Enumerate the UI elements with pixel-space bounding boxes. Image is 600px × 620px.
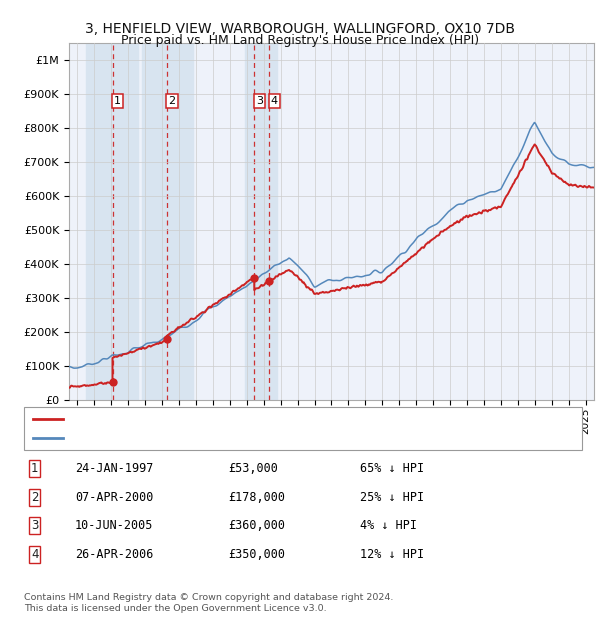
3, HENFIELD VIEW, WARBOROUGH, WALLINGFORD, OX10 7DB (detached house) [397,263,404,270]
Text: £360,000: £360,000 [228,520,285,532]
Text: 07-APR-2000: 07-APR-2000 [75,491,154,503]
Text: Contains HM Land Registry data © Crown copyright and database right 2024.
This d: Contains HM Land Registry data © Crown c… [24,593,394,613]
Text: 3: 3 [31,520,38,532]
Text: 3, HENFIELD VIEW, WARBOROUGH, WALLINGFORD, OX10 7DB: 3, HENFIELD VIEW, WARBOROUGH, WALLINGFOR… [85,22,515,36]
Text: 10-JUN-2005: 10-JUN-2005 [75,520,154,532]
Text: 2: 2 [31,491,38,503]
Text: 25% ↓ HPI: 25% ↓ HPI [360,491,424,503]
HPI: Average price, detached house, South Oxfordshire: (2.01e+03, 3.75e+05): Average price, detached house, South Oxf… [376,269,383,277]
3, HENFIELD VIEW, WARBOROUGH, WALLINGFORD, OX10 7DB (detached house) [320,289,328,296]
HPI: Average price, detached house, South Oxfordshire: (2.01e+03, 3.65e+05): Average price, detached house, South Oxf… [304,272,311,280]
3, HENFIELD VIEW, WARBOROUGH, WALLINGFORD, OX10 7DB (detached house) [531,141,538,148]
HPI: Average price, detached house, South Oxfordshire: (1.99e+03, 9.87e+04): Average price, detached house, South Oxf… [65,363,73,370]
Text: 4: 4 [271,96,278,106]
Text: £178,000: £178,000 [228,491,285,503]
Bar [142,43,193,400]
Line: 3, HENFIELD VIEW, WARBOROUGH, WALLINGFORD, OX10 7DB (detached house): 3, HENFIELD VIEW, WARBOROUGH, WALLINGFOR… [69,144,594,388]
Text: 4% ↓ HPI: 4% ↓ HPI [360,520,417,532]
3, HENFIELD VIEW, WARBOROUGH, WALLINGFORD, OX10 7DB (detached house) [66,384,73,391]
Text: £53,000: £53,000 [228,463,278,475]
Text: HPI: Average price, detached house, South Oxfordshire: HPI: Average price, detached house, Sout… [69,433,356,443]
3, HENFIELD VIEW, WARBOROUGH, WALLINGFORD, OX10 7DB (detached house) [299,278,306,286]
Text: 1: 1 [31,463,38,475]
Bar [86,43,139,400]
Bar [245,43,277,400]
Text: 12% ↓ HPI: 12% ↓ HPI [360,548,424,560]
Text: 24-JAN-1997: 24-JAN-1997 [75,463,154,475]
HPI: Average price, detached house, South Oxfordshire: (2.02e+03, 8.17e+05): Average price, detached house, South Oxf… [531,119,538,126]
Text: 26-APR-2006: 26-APR-2006 [75,548,154,560]
HPI: Average price, detached house, South Oxfordshire: (2.03e+03, 6.85e+05): Average price, detached house, South Oxf… [590,164,598,171]
3, HENFIELD VIEW, WARBOROUGH, WALLINGFORD, OX10 7DB (detached house) [590,184,598,191]
HPI: Average price, detached house, South Oxfordshire: (2.02e+03, 4.85e+05): Average price, detached house, South Oxf… [417,231,424,239]
HPI: Average price, detached house, South Oxfordshire: (1.99e+03, 9.35e+04): Average price, detached house, South Oxf… [71,365,79,372]
Text: 3, HENFIELD VIEW, WARBOROUGH, WALLINGFORD, OX10 7DB (detached house): 3, HENFIELD VIEW, WARBOROUGH, WALLINGFOR… [69,414,485,424]
3, HENFIELD VIEW, WARBOROUGH, WALLINGFORD, OX10 7DB (detached house) [390,269,397,277]
Text: 3: 3 [256,96,263,106]
HPI: Average price, detached house, South Oxfordshire: (2e+03, 2.61e+05): Average price, detached house, South Oxf… [201,308,208,315]
HPI: Average price, detached house, South Oxfordshire: (2.02e+03, 5.81e+05): Average price, detached house, South Oxf… [461,199,469,206]
Line: HPI: Average price, detached house, South Oxfordshire: HPI: Average price, detached house, Sout… [69,123,594,368]
3, HENFIELD VIEW, WARBOROUGH, WALLINGFORD, OX10 7DB (detached house) [65,384,73,391]
3, HENFIELD VIEW, WARBOROUGH, WALLINGFORD, OX10 7DB (detached house) [495,203,502,210]
HPI: Average price, detached house, South Oxfordshire: (2e+03, 1.8e+05): Average price, detached house, South Oxf… [159,335,166,342]
Text: £350,000: £350,000 [228,548,285,560]
Text: 65% ↓ HPI: 65% ↓ HPI [360,463,424,475]
Text: 1: 1 [114,96,121,106]
Text: 2: 2 [169,96,176,106]
3, HENFIELD VIEW, WARBOROUGH, WALLINGFORD, OX10 7DB (detached house) [486,206,493,214]
Text: Price paid vs. HM Land Registry's House Price Index (HPI): Price paid vs. HM Land Registry's House … [121,34,479,47]
Text: 4: 4 [31,548,38,560]
